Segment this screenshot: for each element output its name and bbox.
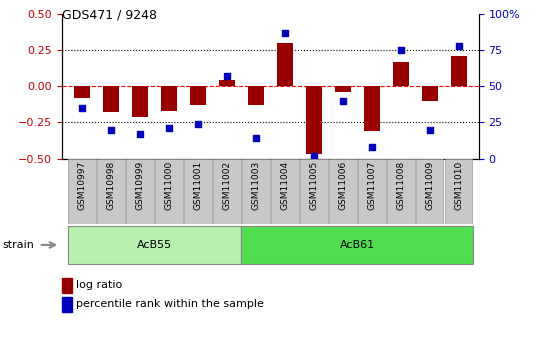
Bar <box>393 62 408 86</box>
Text: GSM11005: GSM11005 <box>309 161 318 210</box>
Point <box>338 98 347 104</box>
Bar <box>190 86 206 105</box>
Text: GSM11002: GSM11002 <box>222 161 231 210</box>
Text: GSM11004: GSM11004 <box>280 161 289 210</box>
Text: GSM11001: GSM11001 <box>194 161 202 210</box>
Bar <box>132 86 148 117</box>
Text: GSM11008: GSM11008 <box>396 161 405 210</box>
Bar <box>219 80 235 86</box>
Point <box>78 105 87 111</box>
Bar <box>358 159 386 224</box>
Text: GSM11003: GSM11003 <box>251 161 260 210</box>
Bar <box>242 226 473 264</box>
Bar <box>126 159 154 224</box>
Bar <box>103 86 119 112</box>
Bar <box>68 159 96 224</box>
Point <box>252 136 260 141</box>
Text: strain: strain <box>3 240 34 250</box>
Bar <box>444 159 472 224</box>
Bar <box>161 86 177 111</box>
Text: GSM11000: GSM11000 <box>165 161 173 210</box>
Text: GDS471 / 9248: GDS471 / 9248 <box>62 9 157 22</box>
Point <box>397 47 405 53</box>
Bar <box>155 159 183 224</box>
Point <box>107 127 115 132</box>
Bar <box>416 159 443 224</box>
Text: GSM10998: GSM10998 <box>107 161 116 210</box>
Bar <box>248 86 264 105</box>
Point <box>426 127 434 132</box>
Text: GSM10997: GSM10997 <box>77 161 87 210</box>
Point <box>309 153 318 159</box>
Text: GSM11010: GSM11010 <box>454 161 463 210</box>
Point <box>194 121 202 127</box>
Point <box>367 144 376 150</box>
Point <box>136 131 144 137</box>
Text: AcB61: AcB61 <box>339 240 375 250</box>
Bar <box>306 86 322 154</box>
Bar <box>74 86 90 98</box>
Bar <box>68 226 242 264</box>
Point <box>454 43 463 48</box>
Text: log ratio: log ratio <box>76 280 122 290</box>
Bar <box>213 159 241 224</box>
Text: GSM11006: GSM11006 <box>338 161 347 210</box>
Bar <box>387 159 415 224</box>
Bar <box>300 159 328 224</box>
Text: GSM11007: GSM11007 <box>367 161 376 210</box>
Bar <box>271 159 299 224</box>
Text: GSM10999: GSM10999 <box>136 161 145 210</box>
Point <box>223 73 231 79</box>
Bar <box>329 159 357 224</box>
Bar <box>277 43 293 86</box>
Text: percentile rank within the sample: percentile rank within the sample <box>76 299 264 309</box>
Text: GSM11009: GSM11009 <box>425 161 434 210</box>
Text: AcB55: AcB55 <box>137 240 172 250</box>
Bar <box>364 86 380 131</box>
Bar <box>184 159 212 224</box>
Bar <box>242 159 270 224</box>
Bar <box>97 159 125 224</box>
Point <box>165 126 173 131</box>
Point <box>280 30 289 36</box>
Bar <box>335 86 351 92</box>
Bar <box>422 86 437 101</box>
Bar <box>451 56 466 86</box>
